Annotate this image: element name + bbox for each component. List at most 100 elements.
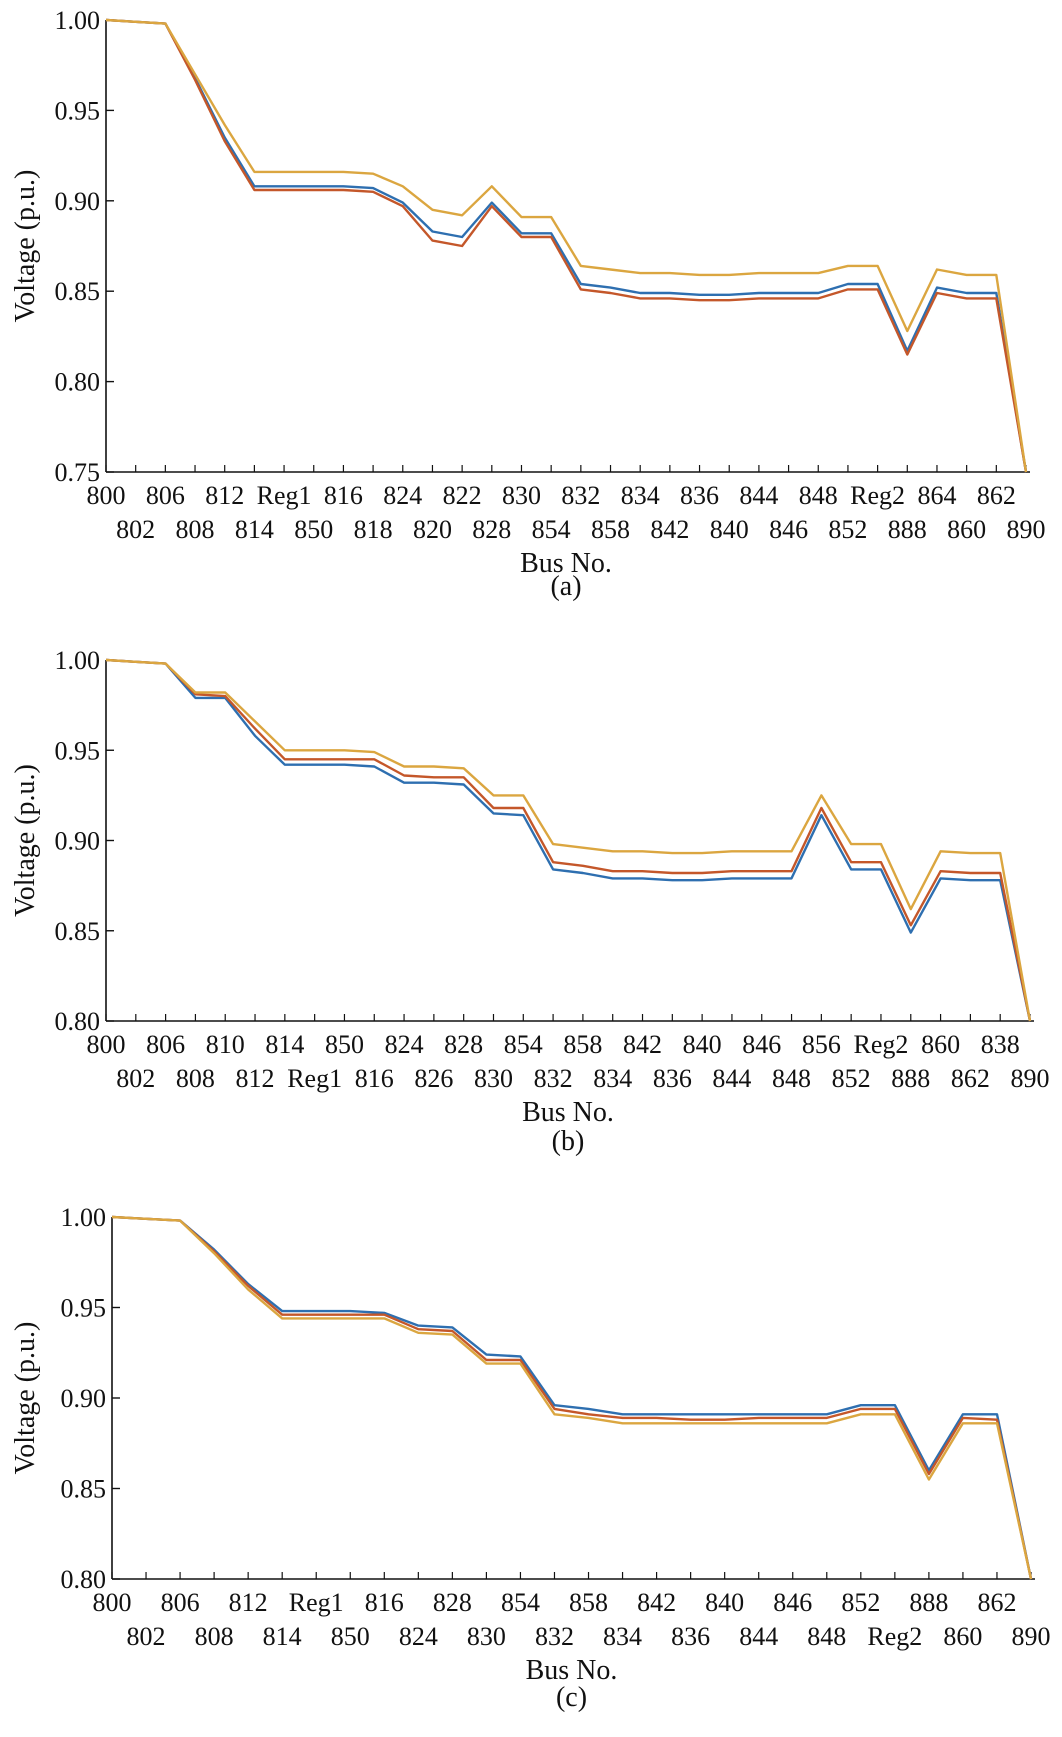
x-tick-label: 816 xyxy=(324,481,363,510)
y-tick-label: 0.90 xyxy=(55,187,101,216)
x-tick-label: 812 xyxy=(236,1064,275,1093)
x-tick-label: 890 xyxy=(1007,515,1046,544)
x-tick-label: 840 xyxy=(705,1588,744,1617)
x-tick-label: 838 xyxy=(981,1030,1020,1059)
x-tick-label: 832 xyxy=(534,1064,573,1093)
x-tick-label: 808 xyxy=(195,1622,234,1651)
x-tick-label: 816 xyxy=(365,1588,404,1617)
x-tick-label: 816 xyxy=(355,1064,394,1093)
series-line-3 xyxy=(105,658,1032,1022)
x-tick-label: Reg2 xyxy=(854,1030,909,1059)
y-tick-label: 0.80 xyxy=(55,368,101,397)
x-tick-label: 828 xyxy=(472,515,511,544)
x-tick-label: 824 xyxy=(399,1622,438,1651)
x-tick-label: 854 xyxy=(532,515,571,544)
x-axis-title: Bus No. xyxy=(522,1097,614,1128)
x-tick-label: 834 xyxy=(603,1622,642,1651)
series-line-3 xyxy=(105,18,1028,473)
y-tick-label: 0.75 xyxy=(55,458,101,487)
x-tick-label: 840 xyxy=(683,1030,722,1059)
x-tick-label: 836 xyxy=(671,1622,710,1651)
x-tick-label: 800 xyxy=(87,481,126,510)
x-tick-label: 860 xyxy=(947,515,986,544)
x-tick-label: 812 xyxy=(205,481,244,510)
x-tick-label: 800 xyxy=(87,1030,126,1059)
x-tick-label: 818 xyxy=(354,515,393,544)
x-tick-label: 848 xyxy=(799,481,838,510)
x-tick-label: 848 xyxy=(807,1622,846,1651)
x-tick-label: 834 xyxy=(621,481,660,510)
y-tick-label: 1.00 xyxy=(61,1203,107,1232)
x-tick-label: 862 xyxy=(951,1064,990,1093)
x-tick-label: 826 xyxy=(414,1064,453,1093)
x-tick-label: 806 xyxy=(146,481,185,510)
x-tick-label: 814 xyxy=(263,1622,302,1651)
y-tick-label: 0.95 xyxy=(55,736,101,765)
panel-caption: (c) xyxy=(556,1682,587,1713)
x-tick-label: 864 xyxy=(917,481,956,510)
y-tick-label: 1.00 xyxy=(55,646,101,675)
x-tick-label: 822 xyxy=(443,481,482,510)
x-tick-label: 808 xyxy=(176,1064,215,1093)
x-tick-label: 844 xyxy=(739,1622,778,1651)
x-tick-label: 860 xyxy=(943,1622,982,1651)
x-tick-label: 842 xyxy=(637,1588,676,1617)
series-line-2 xyxy=(105,18,1028,473)
y-tick-label: 0.95 xyxy=(55,96,101,125)
x-tick-label: 802 xyxy=(127,1622,166,1651)
y-tick-label: 0.85 xyxy=(55,917,101,946)
x-tick-label: 888 xyxy=(888,515,927,544)
x-tick-label: 810 xyxy=(206,1030,245,1059)
x-tick-label: 852 xyxy=(832,1064,871,1093)
x-tick-label: 830 xyxy=(502,481,541,510)
x-tick-label: 802 xyxy=(116,515,155,544)
x-tick-label: 800 xyxy=(93,1588,132,1617)
y-tick-label: 0.95 xyxy=(61,1294,107,1323)
x-tick-label: 860 xyxy=(921,1030,960,1059)
x-tick-label: 846 xyxy=(773,1588,812,1617)
x-tick-label: 842 xyxy=(623,1030,662,1059)
y-tick-label: 0.90 xyxy=(61,1384,107,1413)
x-tick-label: 846 xyxy=(769,515,808,544)
x-axis-title: Bus No. xyxy=(526,1655,618,1686)
panel-caption: (b) xyxy=(552,1126,585,1157)
y-tick-label: 0.90 xyxy=(55,827,101,856)
x-tick-label: 852 xyxy=(828,515,867,544)
series-line-1 xyxy=(111,1215,1033,1580)
panel-caption: (a) xyxy=(550,571,581,602)
x-tick-label: 888 xyxy=(909,1588,948,1617)
series-line-2 xyxy=(105,658,1032,1022)
x-tick-label: 814 xyxy=(235,515,274,544)
y-tick-label: 0.85 xyxy=(61,1475,107,1504)
x-tick-label: 812 xyxy=(229,1588,268,1617)
x-tick-label: 850 xyxy=(325,1030,364,1059)
series-line-1 xyxy=(105,18,1028,473)
x-tick-label: 858 xyxy=(563,1030,602,1059)
x-tick-label: 858 xyxy=(591,515,630,544)
x-tick-label: 844 xyxy=(712,1064,751,1093)
x-tick-label: 808 xyxy=(176,515,215,544)
x-tick-label: 802 xyxy=(116,1064,155,1093)
x-tick-label: 850 xyxy=(294,515,333,544)
x-tick-label: 820 xyxy=(413,515,452,544)
x-tick-label: 830 xyxy=(467,1622,506,1651)
x-tick-label: Reg2 xyxy=(850,481,905,510)
y-tick-label: 0.80 xyxy=(61,1565,107,1594)
x-tick-label: 824 xyxy=(385,1030,424,1059)
x-tick-label: 834 xyxy=(593,1064,632,1093)
series-line-3 xyxy=(111,1215,1033,1580)
x-tick-label: 888 xyxy=(891,1064,930,1093)
x-tick-label: 890 xyxy=(1011,1064,1050,1093)
x-tick-label: 828 xyxy=(444,1030,483,1059)
x-tick-label: 828 xyxy=(433,1588,472,1617)
x-tick-label: 858 xyxy=(569,1588,608,1617)
y-tick-label: 0.80 xyxy=(55,1007,101,1036)
x-axis-title: Bus No. xyxy=(520,548,612,579)
x-tick-label: 814 xyxy=(265,1030,304,1059)
x-tick-label: 832 xyxy=(535,1622,574,1651)
x-tick-label: 836 xyxy=(653,1064,692,1093)
